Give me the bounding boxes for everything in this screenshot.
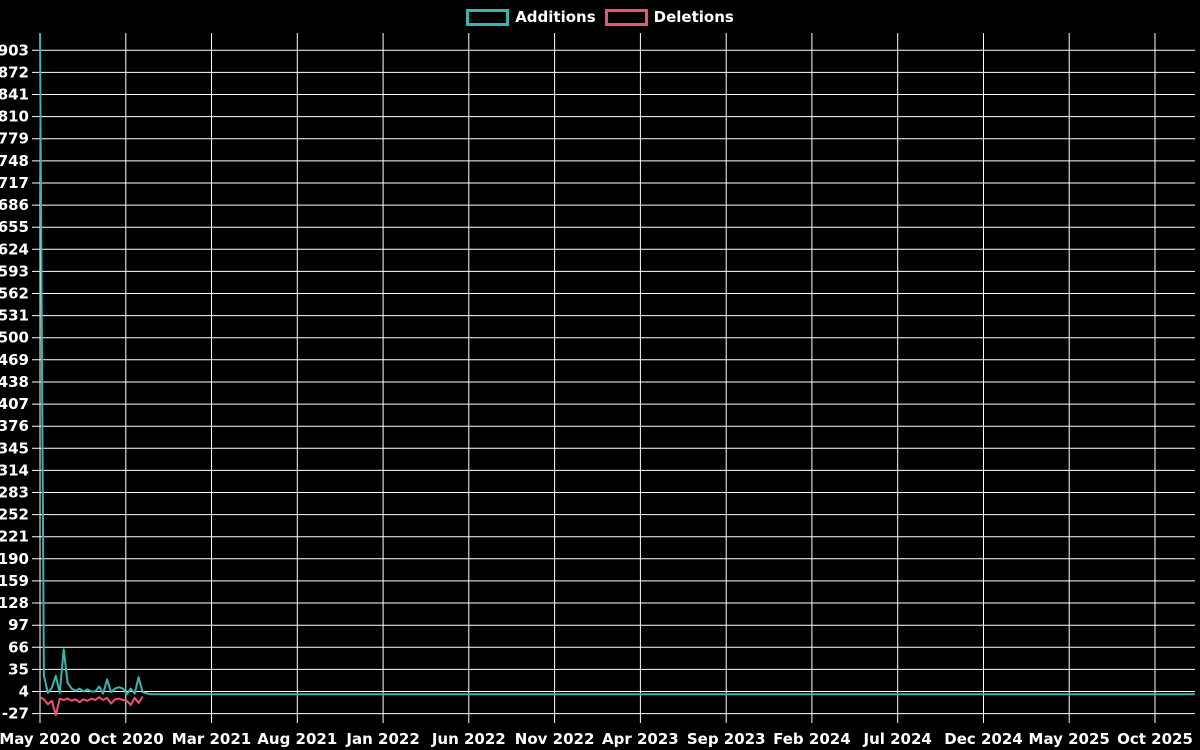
y-tick-label: 841 bbox=[0, 86, 29, 104]
y-tick-label: 686 bbox=[0, 196, 29, 214]
y-tick-label: 903 bbox=[0, 41, 29, 59]
deletions-swatch-icon bbox=[604, 9, 648, 26]
x-tick-label: Aug 2021 bbox=[257, 730, 337, 748]
y-tick-label: 748 bbox=[0, 152, 29, 170]
y-tick-label: 717 bbox=[0, 174, 29, 192]
y-tick-label: 407 bbox=[0, 395, 29, 413]
y-tick-label: 593 bbox=[0, 262, 29, 280]
x-tick-label: Feb 2024 bbox=[773, 730, 851, 748]
y-tick-label: 562 bbox=[0, 285, 29, 303]
y-tick-label: 35 bbox=[8, 660, 29, 678]
additions-swatch-icon bbox=[466, 9, 510, 26]
legend-label-additions: Additions bbox=[515, 8, 596, 26]
x-tick-label: May 2020 bbox=[0, 730, 81, 748]
x-tick-label: Apr 2023 bbox=[602, 730, 679, 748]
x-tick-label: Oct 2025 bbox=[1117, 730, 1193, 748]
y-tick-label: 655 bbox=[0, 218, 29, 236]
legend-item-deletions[interactable]: Deletions bbox=[604, 8, 734, 26]
y-tick-label: 345 bbox=[0, 439, 29, 457]
y-tick-label: 221 bbox=[0, 528, 29, 546]
y-tick-label: 438 bbox=[0, 373, 29, 391]
x-tick-label: Nov 2022 bbox=[515, 730, 595, 748]
y-tick-label: 810 bbox=[0, 108, 29, 126]
x-tick-label: Mar 2021 bbox=[172, 730, 251, 748]
y-tick-label: 66 bbox=[8, 638, 29, 656]
legend-item-additions[interactable]: Additions bbox=[466, 8, 596, 26]
x-tick-label: Sep 2023 bbox=[687, 730, 766, 748]
y-tick-label: 252 bbox=[0, 506, 29, 524]
y-tick-label: 469 bbox=[0, 351, 29, 369]
y-tick-label: 128 bbox=[0, 594, 29, 612]
y-tick-label: 159 bbox=[0, 572, 29, 590]
y-tick-label: 283 bbox=[0, 484, 29, 502]
y-tick-label: 779 bbox=[0, 130, 29, 148]
y-tick-label: 872 bbox=[0, 63, 29, 81]
y-tick-label: 624 bbox=[0, 240, 29, 258]
x-tick-label: Jul 2024 bbox=[863, 730, 932, 748]
chart-legend: Additions Deletions bbox=[0, 9, 1200, 26]
y-tick-label: 376 bbox=[0, 417, 29, 435]
x-tick-label: Oct 2020 bbox=[88, 730, 164, 748]
y-tick-label: 531 bbox=[0, 307, 29, 325]
x-tick-label: May 2025 bbox=[1029, 730, 1110, 748]
deletions-line bbox=[39, 695, 144, 716]
x-tick-label: Jun 2022 bbox=[431, 730, 506, 748]
y-tick-label: 4 bbox=[19, 683, 29, 701]
legend-label-deletions: Deletions bbox=[653, 8, 734, 26]
y-tick-label: 314 bbox=[0, 461, 29, 479]
additions-line bbox=[39, 33, 1195, 696]
x-tick-label: Dec 2024 bbox=[944, 730, 1023, 748]
y-tick-label: 500 bbox=[0, 329, 29, 347]
y-tick-label: 190 bbox=[0, 550, 29, 568]
y-tick-label: 97 bbox=[8, 616, 29, 634]
y-tick-label: -27 bbox=[2, 705, 29, 723]
x-tick-label: Jan 2022 bbox=[345, 730, 419, 748]
